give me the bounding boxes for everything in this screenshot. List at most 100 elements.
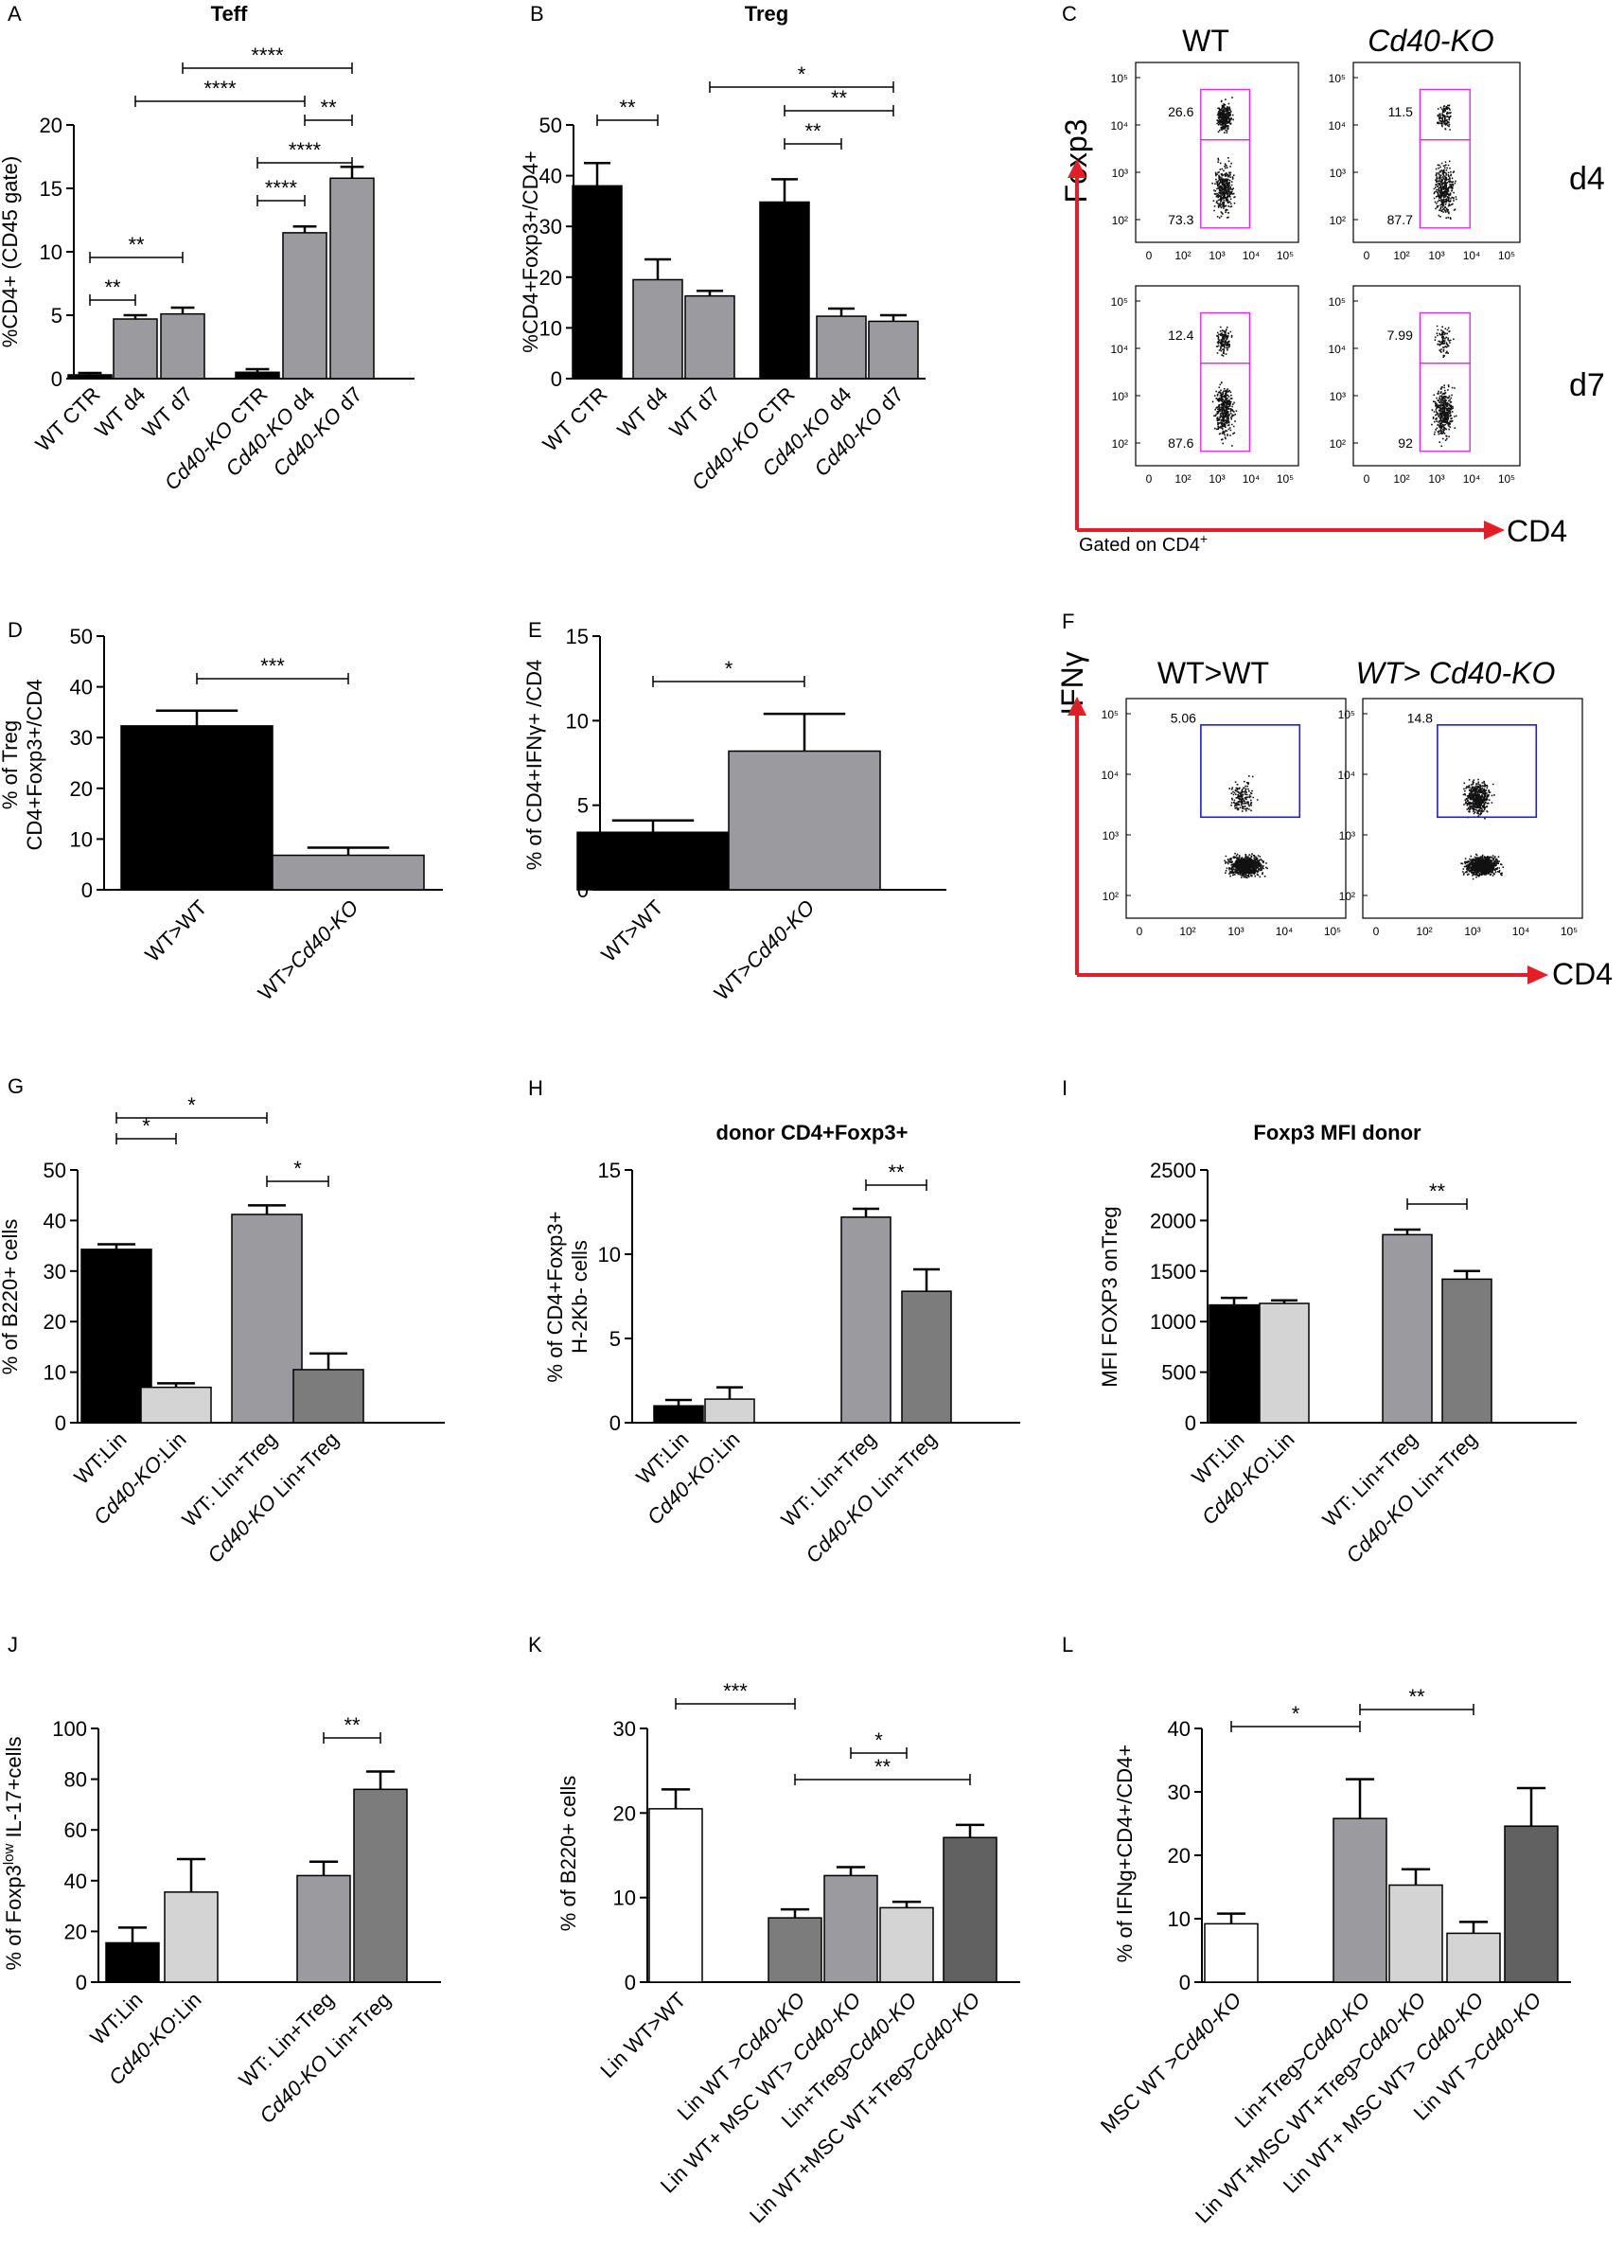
flow-c-lower-value: 87.7 xyxy=(1387,212,1413,227)
flow-x-tick-label: 10² xyxy=(1393,249,1409,262)
y-tick-label: 20 xyxy=(70,777,93,801)
flow-f-gate-value: 14.8 xyxy=(1407,711,1433,726)
bar-g-2 xyxy=(231,1214,303,1424)
flow-c-lower-value: 92 xyxy=(1398,435,1413,451)
bar-h-3 xyxy=(901,1290,952,1424)
flow-plot-frame xyxy=(1135,285,1299,467)
bar-l-3 xyxy=(1446,1932,1501,1983)
panel-label-k: K xyxy=(528,1633,542,1657)
flow-y-tick-label: 10⁵ xyxy=(1111,72,1128,85)
flow-x-tick-label: 10³ xyxy=(1209,249,1225,262)
y-axis-label: % of IFNg+CD4+/CD4+ xyxy=(1113,1745,1137,1962)
significance-stars: * xyxy=(142,1114,150,1138)
flow-f-y-axis-label: IFNγ xyxy=(1055,651,1089,716)
flow-c-lower-value: 73.3 xyxy=(1168,212,1193,227)
bar-i-0 xyxy=(1209,1303,1260,1424)
bar-b-1 xyxy=(632,278,683,380)
x-category-label: MSC WT >Cd40-KO xyxy=(1096,1988,1246,2138)
bar-a-4 xyxy=(282,232,327,380)
flow-y-tick-label: 10⁵ xyxy=(1338,708,1355,721)
y-tick-label: 10 xyxy=(1168,1907,1191,1931)
bar-a-1 xyxy=(113,318,158,380)
flow-c-row-label-d4: d4 xyxy=(1569,161,1605,197)
flow-f-col-title-ko: WT> Cd40-KO xyxy=(1356,656,1556,690)
y-tick-label: 0 xyxy=(1185,1411,1196,1435)
y-tick-label: 50 xyxy=(539,114,562,137)
bar-h-2 xyxy=(840,1216,891,1424)
panel-label-i: I xyxy=(1062,1076,1068,1100)
y-tick-label: 10 xyxy=(44,1361,66,1385)
significance-stars: ** xyxy=(804,119,821,143)
bar-d-1 xyxy=(272,854,425,891)
flow-y-tick-label: 10⁵ xyxy=(1329,72,1346,85)
chart-d: D 0 10 20 30 40 50 % of TregCD4+Foxp3+/CD4 WT>WT… xyxy=(0,618,443,1005)
y-tick-label: 20 xyxy=(539,266,562,290)
flow-y-tick-label: 10⁵ xyxy=(1102,708,1119,721)
flow-panel-c: C WT Cd40-KO d4 d7 Foxp3 CD4 Gated on CD… xyxy=(1059,2,1605,556)
y-tick-label: 30 xyxy=(613,1717,636,1741)
flow-c-col-title-wt: WT xyxy=(1182,24,1229,58)
y-tick-label: 10 xyxy=(40,240,62,264)
y-tick-label: 0 xyxy=(51,367,62,391)
flow-x-tick-label: 0 xyxy=(1146,472,1153,486)
significance-stars: **** xyxy=(251,44,284,67)
bar-k-4 xyxy=(943,1836,997,1983)
flow-x-tick-label: 10⁵ xyxy=(1277,249,1294,262)
flow-x-tick-label: 10⁵ xyxy=(1498,249,1515,262)
flow-x-tick-label: 10⁵ xyxy=(1277,472,1294,486)
y-tick-label: 1000 xyxy=(1150,1310,1196,1334)
bar-d-0 xyxy=(120,725,274,891)
significance-stars: ** xyxy=(1429,1179,1446,1203)
foxp3-gate-lower xyxy=(1200,138,1251,229)
y-axis-label: % of TregCD4+Foxp3+/CD4 xyxy=(0,680,46,851)
significance-stars: ** xyxy=(619,96,636,119)
flow-x-tick-label: 10⁴ xyxy=(1276,925,1294,938)
flow-y-tick-label: 10⁴ xyxy=(1328,343,1346,356)
flow-x-tick-label: 10² xyxy=(1174,249,1191,262)
y-tick-label: 30 xyxy=(44,1260,66,1284)
bar-j-0 xyxy=(105,1941,160,1983)
bar-a-0 xyxy=(67,374,113,380)
flow-plot-frame xyxy=(1352,285,1521,467)
flow-c-gated-label: Gated on CD4+ xyxy=(1079,531,1208,556)
y-axis-label: % of B220+ cells xyxy=(556,1776,580,1931)
panel-label-f: F xyxy=(1062,610,1074,633)
bar-j-1 xyxy=(164,1891,219,1983)
panel-label-c: C xyxy=(1062,2,1077,26)
flow-y-tick-label: 10² xyxy=(1330,437,1346,451)
flow-x-tick-label: 10² xyxy=(1179,925,1195,938)
flow-y-tick-label: 10⁴ xyxy=(1110,119,1128,133)
y-axis-label: %CD4+ (CD45 gate) xyxy=(0,156,22,347)
flow-x-tick-label: 10³ xyxy=(1428,249,1444,262)
bar-j-3 xyxy=(353,1788,408,1983)
ifng-gate xyxy=(1200,724,1301,819)
bar-b-2 xyxy=(684,294,735,380)
bar-b-4 xyxy=(816,315,867,380)
flow-x-tick-label: 10⁵ xyxy=(1498,472,1515,486)
bar-a-3 xyxy=(235,371,280,380)
bar-g-3 xyxy=(292,1369,364,1424)
significance-stars: * xyxy=(874,1728,883,1752)
bar-l-0 xyxy=(1204,1922,1259,1983)
flow-x-tick-label: 0 xyxy=(1364,249,1370,262)
y-tick-label: 5 xyxy=(51,304,62,328)
bar-k-3 xyxy=(879,1906,934,1983)
y-tick-label: 40 xyxy=(70,676,93,700)
y-tick-label: 10 xyxy=(613,1887,636,1910)
bar-b-3 xyxy=(759,201,810,380)
flow-x-tick-label: 0 xyxy=(1364,472,1370,486)
chart-title-a: Teff xyxy=(211,2,248,26)
x-category-label: WT>Cd40-KO xyxy=(710,895,820,1005)
y-tick-label: 10 xyxy=(566,709,589,733)
y-tick-label: 40 xyxy=(1168,1717,1191,1741)
flow-y-tick-label: 10⁴ xyxy=(1110,343,1128,356)
significance-stars: * xyxy=(1292,1702,1300,1726)
flow-c-x-arrowhead xyxy=(1484,521,1505,540)
significance-stars: ** xyxy=(831,86,848,110)
y-axis-label: % of B220+ cells xyxy=(0,1219,22,1374)
flow-y-tick-label: 10² xyxy=(1330,214,1346,227)
